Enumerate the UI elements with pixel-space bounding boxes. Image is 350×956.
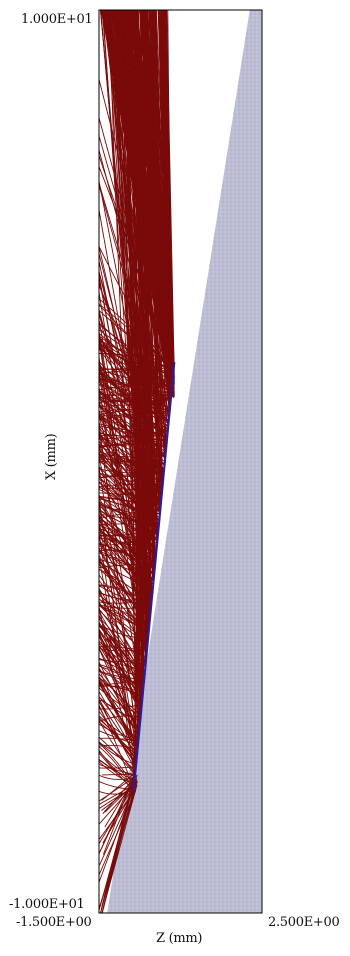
trajectory [99,632,142,715]
trajectory [99,363,167,449]
y-tick-top: 1.000E+01 [21,12,93,27]
trajectory [99,404,167,448]
plot-content [99,10,262,913]
trajectory [99,435,162,506]
trajectory [99,741,137,765]
plot-frame [98,9,263,914]
trajectory [99,453,166,458]
trajectory [162,10,175,364]
trajectory [99,787,135,866]
trajectory [99,623,145,680]
trajectory [99,398,168,439]
trajectory [99,710,137,761]
trajectory [157,10,175,397]
trajectory [111,10,174,366]
trajectory [99,464,139,748]
trajectory [161,10,174,365]
trajectory [99,415,166,457]
trajectory [99,736,136,776]
trajectory [102,777,135,814]
trajectory [99,507,160,525]
trajectory [126,10,175,382]
trajectory [99,549,157,555]
trajectory [99,435,165,465]
trajectory [99,401,165,465]
trajectory [99,690,138,758]
emitter-surface [132,362,176,792]
trajectory [99,766,136,769]
trajectory [113,10,170,399]
trajectory [99,335,173,382]
y-axis-label: X (mm) [44,433,59,480]
trajectory [99,631,146,675]
trajectory [99,274,155,577]
trajectory [99,537,157,554]
trajectory [152,10,175,363]
trajectory [99,516,155,577]
trajectory [99,436,161,512]
trajectory [99,723,139,740]
trajectory [99,699,140,733]
trajectory [99,698,138,754]
trajectory [104,775,137,828]
trajectory [102,10,172,394]
trajectory [101,790,136,913]
trajectory [99,381,173,391]
trajectory [99,473,155,578]
y-tick-bottom: -1.000E+01 [9,897,85,912]
trajectory [99,453,159,531]
trajectory [102,10,174,390]
trajectory-lines [99,10,175,913]
trajectory [99,670,144,684]
trajectory [99,384,171,400]
trajectory [144,10,170,363]
trajectory [106,10,151,624]
trajectory [99,555,138,760]
trajectory [99,608,145,680]
trajectory [99,529,155,570]
trajectory [99,780,138,825]
trajectory [99,605,149,633]
trajectory [99,604,136,773]
x-axis-label: Z (mm) [156,931,203,946]
trajectory [118,10,174,389]
trajectory [99,393,166,458]
trajectory [99,774,136,780]
trajectory [99,744,138,750]
trajectory [99,775,137,853]
trajectory [99,784,135,845]
trajectory [99,776,136,802]
trajectory [99,718,138,760]
trajectory [101,773,134,776]
x-tick-left: -1.500E+00 [16,915,92,930]
trajectory [99,504,158,540]
trajectory [99,622,144,690]
trajectory [99,554,150,634]
trajectory [99,705,137,765]
trajectory [99,342,171,403]
trajectory [99,374,169,423]
trajectory [143,10,173,379]
trajectory [122,10,175,394]
trajectory [115,10,171,396]
x-tick-right: 2.500E+00 [268,915,340,930]
trajectory [99,466,157,552]
trajectory [99,721,138,757]
trajectory [99,646,148,652]
trajectory [99,397,168,436]
trajectory [163,10,170,366]
